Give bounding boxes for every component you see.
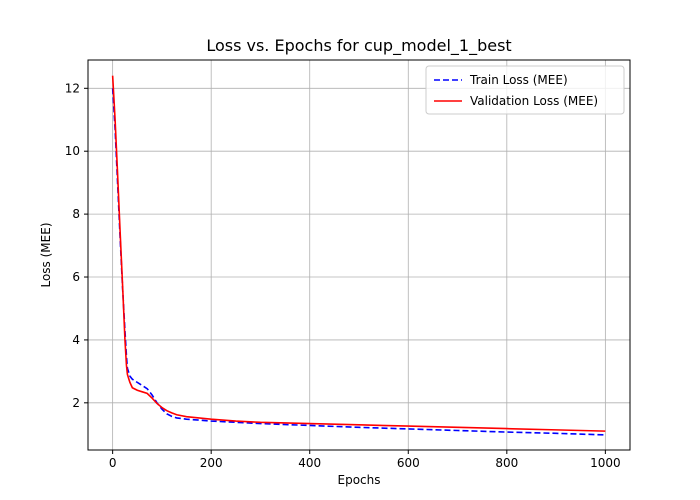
legend-label: Validation Loss (MEE) (470, 94, 598, 108)
y-tick-label: 2 (72, 396, 80, 410)
y-tick-label: 4 (72, 333, 80, 347)
series-line-train-loss (111, 88, 606, 436)
x-tick-label: 800 (495, 456, 518, 470)
legend-box (425, 65, 625, 115)
chart-title: Loss vs. Epochs for cup_model_1_best (206, 36, 511, 56)
y-tick-label: 10 (65, 144, 80, 158)
series-layer (111, 75, 606, 436)
series-line-validation-loss (111, 75, 606, 432)
x-tick-label: 1000 (590, 456, 621, 470)
legend: Train Loss (MEE) Validation Loss (MEE) (425, 65, 625, 115)
y-tick-label: 6 (72, 270, 80, 284)
plot-frame (87, 59, 631, 451)
x-axis-label: Epochs (338, 473, 381, 487)
y-tick-label: 12 (65, 81, 80, 95)
axis-ticks: 0 200 400 600 800 1000 2 4 6 8 10 12 (65, 81, 621, 470)
y-tick-label: 8 (72, 207, 80, 221)
x-tick-label: 600 (397, 456, 420, 470)
legend-label: Train Loss (MEE) (469, 73, 568, 87)
grid (88, 60, 630, 450)
x-tick-label: 400 (298, 456, 321, 470)
x-tick-label: 0 (109, 456, 117, 470)
y-axis-label: Loss (MEE) (39, 222, 53, 287)
x-tick-label: 200 (200, 456, 223, 470)
